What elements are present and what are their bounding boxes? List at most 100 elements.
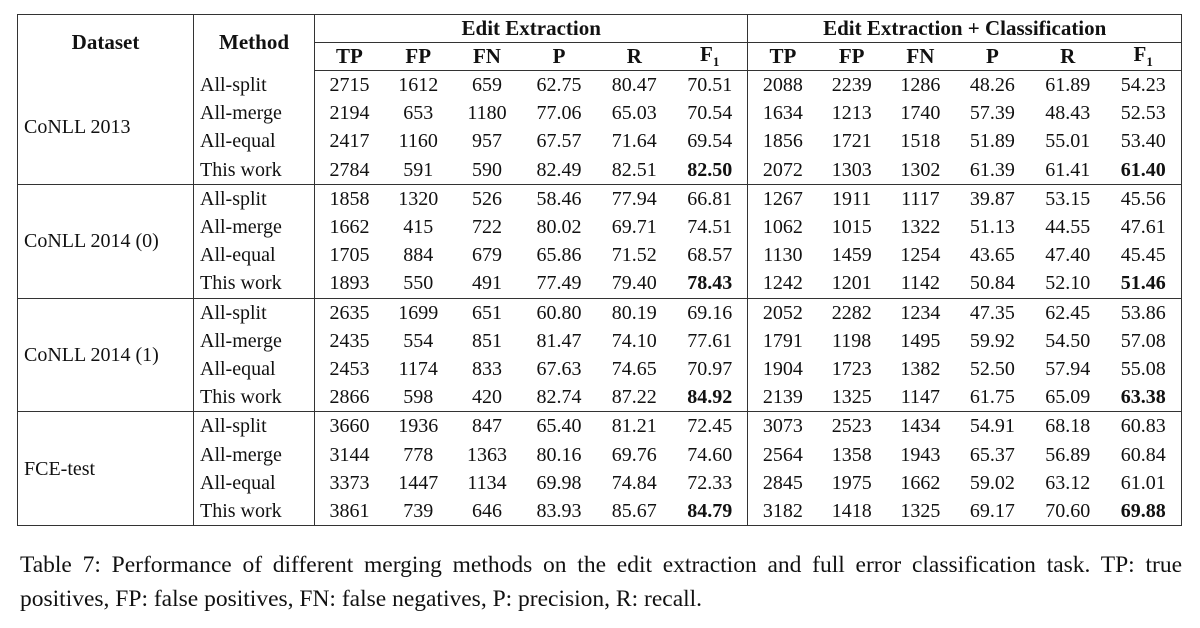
value-cell: 77.61 <box>671 326 749 355</box>
value-cell: 85.67 <box>596 496 672 526</box>
value-cell: 2194 <box>329 102 370 125</box>
value-cell: 2239 <box>831 74 872 97</box>
value-cell: 2784 <box>314 155 384 185</box>
value-cell: 61.75 <box>954 383 1031 413</box>
value-cell: 48.26 <box>969 74 1015 97</box>
value-cell: 1740 <box>900 102 941 125</box>
value-cell: 554 <box>403 329 434 352</box>
value-cell: 1662 <box>900 471 941 494</box>
value-cell: 3182 <box>747 496 818 526</box>
value-cell: 72.45 <box>671 411 749 441</box>
value-cell: 68.18 <box>1045 415 1091 438</box>
method-cell: All-equal <box>193 241 315 270</box>
value-cell: 491 <box>452 269 522 299</box>
col-header-p-cls: P <box>954 42 1031 71</box>
value-cell: 2564 <box>762 443 803 466</box>
value-cell: 66.81 <box>671 184 749 213</box>
value-cell: 50.84 <box>954 269 1031 299</box>
value-cell: 1358 <box>831 443 872 466</box>
value-cell: 60.80 <box>536 301 582 324</box>
value-cell: 53.40 <box>1120 130 1166 153</box>
value-cell: 59.02 <box>969 471 1015 494</box>
value-cell: 833 <box>471 357 502 380</box>
value-cell: 61.39 <box>954 155 1031 185</box>
table-caption: Table 7: Performance of different mergin… <box>20 552 1182 612</box>
value-cell: 74.65 <box>611 357 657 380</box>
value-cell: 70.60 <box>1030 496 1106 526</box>
value-cell: 722 <box>471 216 502 239</box>
value-cell: 2139 <box>747 383 818 413</box>
value-cell: 3660 <box>329 415 370 438</box>
value-cell: 1721 <box>831 130 872 153</box>
value-cell: 71.64 <box>611 130 657 153</box>
value-cell: 2453 <box>329 357 370 380</box>
value-cell: 1904 <box>762 357 803 380</box>
value-cell: 65.37 <box>969 443 1015 466</box>
table-row: FCE-test All-split 3660 1936 847 65.40 81.21 72… <box>17 411 1182 526</box>
table-row: All-equal 2453 1174 833 67.63 74.65 70.97 1904 1… <box>18 354 1182 384</box>
value-cell: 1382 <box>900 357 941 380</box>
value-cell: 3861 <box>314 496 384 526</box>
value-cell: 58.46 <box>536 187 582 210</box>
value-cell: 70.97 <box>671 354 749 384</box>
value-cell: 884 <box>403 244 434 267</box>
value-cell: 1302 <box>886 155 955 185</box>
value-cell: 1303 <box>817 155 887 185</box>
value-cell: 1893 <box>314 269 384 299</box>
value-cell: 69.71 <box>611 216 657 239</box>
value-cell: 51.89 <box>969 130 1015 153</box>
value-cell: 43.65 <box>969 244 1015 267</box>
value-cell: 2052 <box>762 301 803 324</box>
method-cell: This work <box>193 269 315 299</box>
value-cell: 1267 <box>762 187 803 210</box>
table-row: All-merge 2435 554 851 81.47 74.10 77.61 1791 11… <box>18 326 1182 355</box>
value-cell: 84.79 <box>671 496 749 526</box>
value-cell: 82.74 <box>521 383 597 413</box>
value-cell: 591 <box>383 155 453 185</box>
value-cell: 526 <box>471 187 502 210</box>
value-cell: 1723 <box>831 357 872 380</box>
value-cell: 55.08 <box>1120 357 1166 380</box>
method-cell: All-merge <box>193 326 315 355</box>
value-cell: 590 <box>452 155 522 185</box>
table-row: This work 1893 550 491 77.49 79.40 78.43 1242 12… <box>18 269 1182 299</box>
value-cell: 82.49 <box>521 155 597 185</box>
value-cell: 55.01 <box>1045 130 1091 153</box>
table-row: This work 2784 591 590 82.49 82.51 82.50 2072 13… <box>18 155 1182 185</box>
value-cell: 778 <box>403 443 434 466</box>
value-cell: 45.56 <box>1120 187 1166 210</box>
dataset-group: CoNLL 2014 (1) All-split 2635 1699 651 60.80 8… <box>17 298 1182 413</box>
value-cell: 83.93 <box>521 496 597 526</box>
dataset-header: Dataset <box>17 14 194 71</box>
value-cell: 1363 <box>466 443 507 466</box>
method-cell: All-split <box>193 184 315 213</box>
table-row: All-merge 2194 653 1180 77.06 65.03 70.54 1634 1… <box>18 99 1182 128</box>
value-cell: 74.84 <box>611 471 657 494</box>
results-table: Dataset Method Edit Extraction Edit Extr… <box>17 14 1182 526</box>
value-cell: 1518 <box>900 130 941 153</box>
value-cell: 1434 <box>900 415 941 438</box>
table-row: All-equal 2417 1160 957 67.57 71.64 69.54 1856 1… <box>18 127 1182 156</box>
value-cell: 54.50 <box>1045 329 1091 352</box>
value-cell: 68.57 <box>671 241 749 270</box>
value-cell: 81.21 <box>611 415 657 438</box>
value-cell: 74.51 <box>671 212 749 242</box>
edit-extraction-classification-header: Edit Extraction + Classification <box>747 14 1182 43</box>
table-row: This work 3861 739 646 83.93 85.67 84.79 3182 14… <box>18 496 1182 526</box>
value-cell: 77.06 <box>536 102 582 125</box>
col-header-fn-ext: FN <box>452 42 522 71</box>
method-cell: All-merge <box>193 99 315 128</box>
table-row: All-merge 3144 778 1363 80.16 69.76 74.60 2564 1… <box>18 440 1182 469</box>
value-cell: 82.50 <box>671 155 749 185</box>
value-cell: 52.53 <box>1120 102 1166 125</box>
dataset-group: CoNLL 2013 All-split 2715 1612 659 62.75 80.47… <box>17 70 1182 185</box>
value-cell: 52.50 <box>969 357 1015 380</box>
value-cell: 54.23 <box>1120 74 1166 97</box>
value-cell: 957 <box>471 130 502 153</box>
method-cell: This work <box>193 155 315 185</box>
value-cell: 54.91 <box>969 415 1015 438</box>
value-cell: 1322 <box>900 216 941 239</box>
value-cell: 65.03 <box>611 102 657 125</box>
value-cell: 1234 <box>900 301 941 324</box>
value-cell: 1705 <box>329 244 370 267</box>
